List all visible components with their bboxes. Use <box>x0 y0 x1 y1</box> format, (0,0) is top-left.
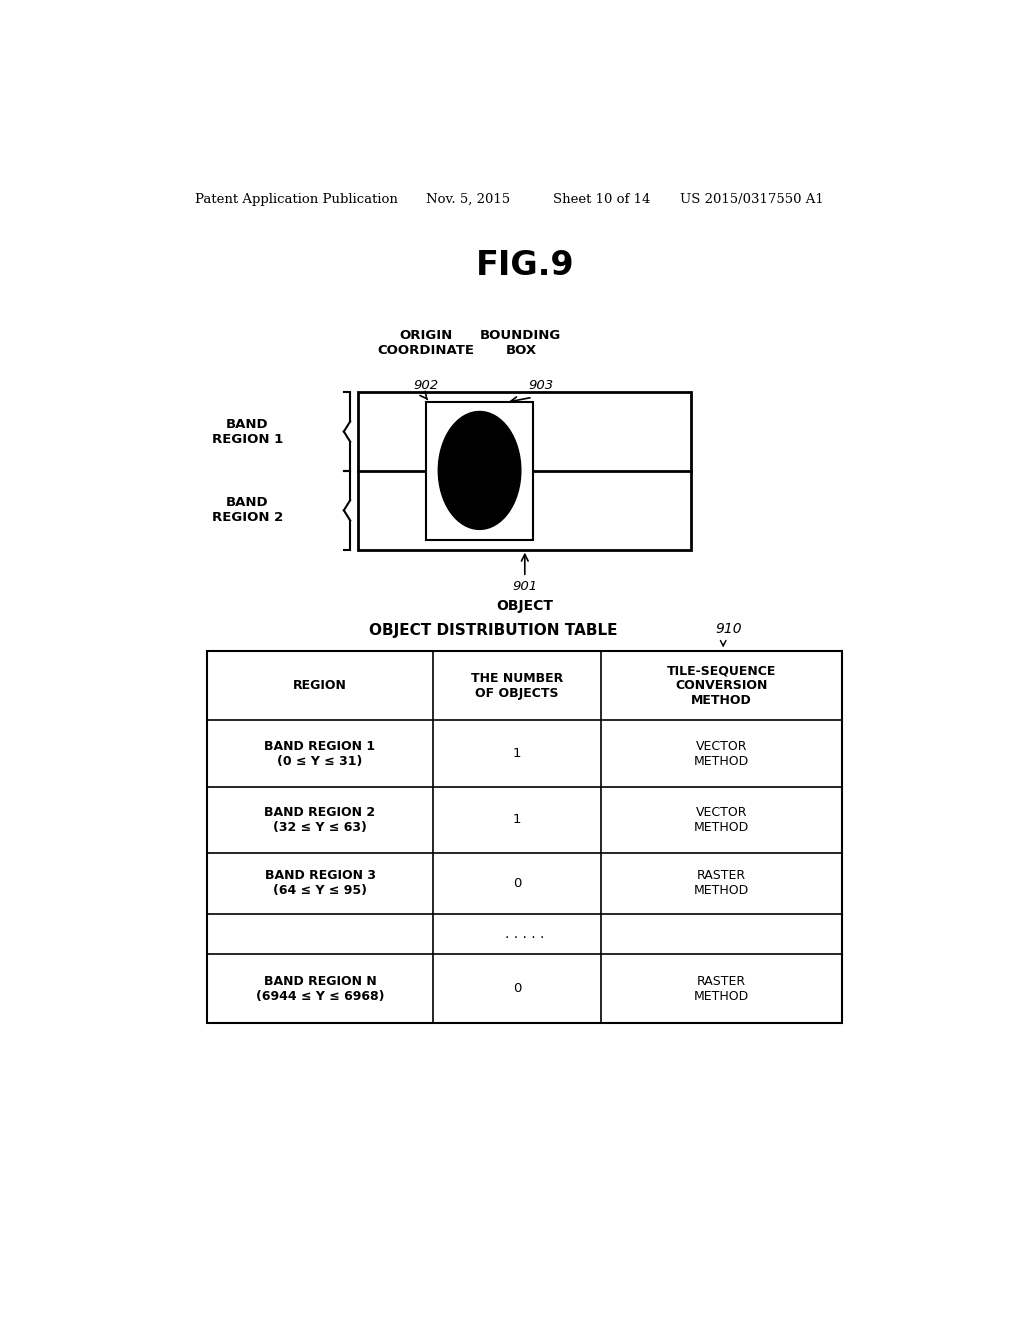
Text: Patent Application Publication: Patent Application Publication <box>196 193 398 206</box>
Text: BAND
REGION 1: BAND REGION 1 <box>212 417 283 446</box>
Text: BAND REGION N
(6944 ≤ Y ≤ 6968): BAND REGION N (6944 ≤ Y ≤ 6968) <box>256 974 384 1003</box>
Text: Sheet 10 of 14: Sheet 10 of 14 <box>553 193 650 206</box>
Text: RASTER
METHOD: RASTER METHOD <box>694 974 750 1003</box>
Text: Nov. 5, 2015: Nov. 5, 2015 <box>426 193 510 206</box>
Text: BAND REGION 3
(64 ≤ Y ≤ 95): BAND REGION 3 (64 ≤ Y ≤ 95) <box>264 869 376 898</box>
Text: REGION: REGION <box>293 680 347 693</box>
Text: VECTOR
METHOD: VECTOR METHOD <box>694 739 750 767</box>
Text: BOUNDING
BOX: BOUNDING BOX <box>480 329 561 356</box>
Bar <box>207 651 843 1023</box>
Text: VECTOR
METHOD: VECTOR METHOD <box>694 805 750 833</box>
Text: 902: 902 <box>413 379 438 392</box>
Ellipse shape <box>438 412 521 529</box>
Text: 1: 1 <box>513 747 521 760</box>
Text: . . . . .: . . . . . <box>505 927 545 941</box>
Text: OBJECT DISTRIBUTION TABLE: OBJECT DISTRIBUTION TABLE <box>369 623 617 638</box>
Text: BAND REGION 2
(32 ≤ Y ≤ 63): BAND REGION 2 (32 ≤ Y ≤ 63) <box>264 805 376 833</box>
Text: OBJECT: OBJECT <box>497 598 553 612</box>
Bar <box>358 392 691 549</box>
Text: TILE-SEQUENCE
CONVERSION
METHOD: TILE-SEQUENCE CONVERSION METHOD <box>667 664 776 708</box>
Text: 910: 910 <box>715 622 742 636</box>
Text: BAND
REGION 2: BAND REGION 2 <box>212 496 283 524</box>
Bar <box>426 403 532 540</box>
Text: 901: 901 <box>512 581 538 593</box>
Text: 0: 0 <box>513 876 521 890</box>
Text: US 2015/0317550 A1: US 2015/0317550 A1 <box>680 193 823 206</box>
Text: FIG.9: FIG.9 <box>475 248 574 281</box>
Text: BAND REGION 1
(0 ≤ Y ≤ 31): BAND REGION 1 (0 ≤ Y ≤ 31) <box>264 739 376 767</box>
Text: ORIGIN
COORDINATE: ORIGIN COORDINATE <box>377 329 474 356</box>
Text: THE NUMBER
OF OBJECTS: THE NUMBER OF OBJECTS <box>471 672 563 700</box>
Text: RASTER
METHOD: RASTER METHOD <box>694 869 750 898</box>
Text: 0: 0 <box>513 982 521 995</box>
Text: 1: 1 <box>513 813 521 826</box>
Text: 903: 903 <box>528 379 554 392</box>
